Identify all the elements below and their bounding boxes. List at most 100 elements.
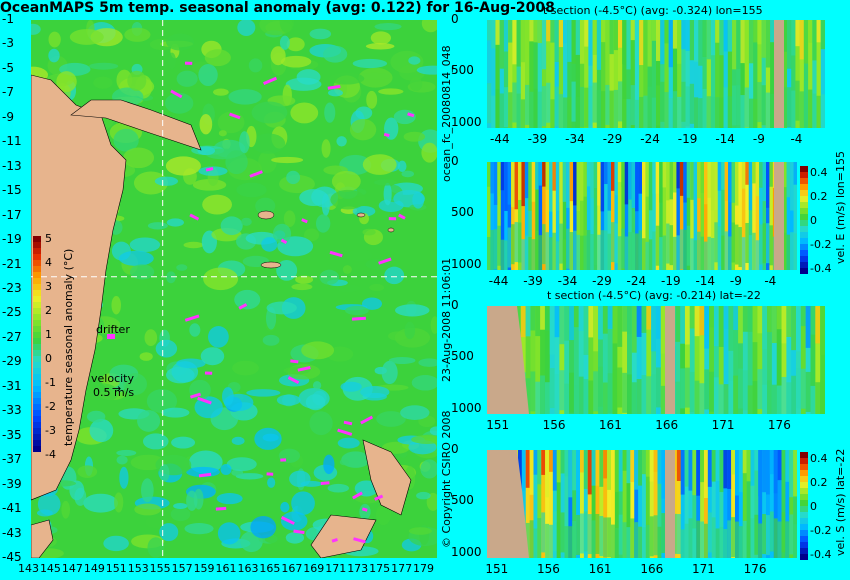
map-lat-tick: -31 (2, 378, 22, 393)
map-lat-tick: -11 (2, 134, 22, 149)
section-x-tick: 176 (743, 562, 767, 576)
map-lat-tick: -1 (2, 12, 14, 26)
map-colorbar-tick: 0 (45, 352, 52, 365)
map-lon-tick: 161 (215, 562, 237, 575)
map-lat-tick: -33 (2, 403, 22, 418)
map-colorbar (33, 236, 41, 452)
section-x-tick: 151 (486, 418, 510, 432)
section-x-tick: -44 (490, 132, 510, 146)
map-lat-tick: -41 (2, 501, 22, 516)
section-y-tick: 0 (451, 12, 459, 26)
section-x-tick: -24 (626, 274, 647, 288)
colorbar-tick: 0.2 (810, 476, 828, 489)
section-x-tick: 161 (588, 562, 612, 576)
section-x-tick: 161 (598, 418, 622, 432)
section-1-plot (487, 20, 825, 128)
section-x-tick: -14 (715, 132, 735, 146)
section-x-tick: 166 (640, 562, 664, 576)
map-lon-tick: 169 (303, 562, 325, 575)
section-3-title: t section (-4.5°C) (avg: -0.214) lat=-22 (547, 289, 761, 302)
section-x-tick: 156 (542, 418, 566, 432)
vel-s-colorbar (800, 452, 808, 560)
section-y-tick: 0 (451, 298, 459, 312)
map-colorbar-tick: -3 (45, 424, 56, 437)
drifter-marker (107, 334, 115, 339)
map-lat-tick: -39 (2, 476, 22, 491)
section-y-tick: 1000 (451, 114, 482, 129)
colorbar-tick: 0.4 (810, 166, 828, 179)
map-lat-tick: -9 (2, 109, 14, 124)
section-x-tick: -29 (592, 274, 612, 288)
map-colorbar-tick: 2 (45, 304, 52, 317)
velocity-value: 0.5 m/s (93, 386, 135, 399)
map-lat-tick: -17 (2, 207, 22, 222)
section-2-plot (487, 162, 797, 270)
copyright-label: © Copyright CSIRO 2008 (440, 410, 453, 548)
map-colorbar-label: temperature seasonal anomaly (°C) (62, 248, 75, 446)
drifter-label: drifter (96, 323, 130, 336)
section-x-tick: -14 (695, 274, 716, 288)
section-x-tick: -29 (602, 132, 623, 146)
map-colorbar-tick: 3 (45, 280, 52, 293)
colorbar-tick: 0 (810, 500, 817, 513)
map-lat-tick: -35 (2, 427, 22, 442)
velocity-label: velocity (91, 372, 134, 385)
section-y-tick: 1000 (451, 544, 482, 559)
map-lat-tick: -27 (2, 329, 22, 344)
section-x-tick: 171 (711, 418, 735, 432)
map-lat-tick: -13 (2, 158, 22, 173)
map-lon-tick: 177 (391, 562, 413, 575)
map-lon-tick: 165 (259, 562, 281, 575)
map-lon-tick: 157 (171, 562, 193, 575)
map-lat-tick: -29 (2, 354, 22, 369)
section-x-tick: 171 (692, 562, 715, 576)
vel-e-colorbar (800, 166, 808, 274)
section-x-tick: 151 (485, 562, 509, 576)
section-y-tick: 1000 (451, 400, 482, 415)
section-x-tick: -44 (488, 274, 509, 288)
map-lat-tick: -37 (2, 452, 22, 467)
velocity-arrow-icon: → (112, 382, 122, 395)
map-lon-tick: 179 (413, 562, 435, 575)
colorbar-tick: -0.4 (810, 548, 832, 561)
section-x-tick: -19 (677, 132, 698, 146)
colorbar-tick: -0.4 (810, 262, 832, 275)
page-title: OceanMAPS 5m temp. seasonal anomaly (avg… (0, 0, 555, 16)
section-x-tick: -34 (557, 274, 578, 288)
section-x-tick: -4 (764, 274, 777, 288)
colorbar-tick: -0.2 (810, 238, 832, 251)
map-lon-tick: 145 (39, 562, 61, 575)
map-colorbar-tick: -1 (45, 376, 56, 389)
section-x-tick: -24 (640, 132, 660, 146)
section-x-tick: -4 (790, 132, 803, 146)
vel-e-colorbar-label: vel. E (m/s) lon=155 (834, 151, 847, 264)
map-lat-tick: -7 (2, 85, 14, 100)
map-lon-tick: 149 (83, 562, 105, 575)
section-y-tick: 500 (451, 349, 474, 364)
section-x-tick: -39 (523, 274, 543, 288)
colorbar-tick: 0 (810, 214, 817, 227)
map-lat-tick: -21 (2, 256, 22, 271)
section-1-title: t section (-4.5°C) (avg: -0.324) lon=155 (543, 4, 763, 17)
map-lon-tick: 163 (237, 562, 259, 575)
section-4-plot (487, 450, 797, 558)
map-lat-tick: -3 (2, 36, 14, 51)
section-y-tick: 0 (451, 442, 459, 456)
section-x-tick: 156 (537, 562, 560, 576)
map-lat-tick: -25 (2, 305, 22, 320)
map-lon-tick: 159 (193, 562, 215, 575)
section-y-tick: 500 (451, 205, 474, 220)
map-colorbar-tick: -4 (45, 448, 56, 461)
map-lat-tick: -5 (2, 60, 14, 75)
map-lon-tick: 151 (105, 562, 127, 575)
map-lon-tick: 171 (325, 562, 347, 575)
map-lon-tick: 167 (281, 562, 303, 575)
colorbar-tick: -0.2 (810, 524, 832, 537)
section-3-plot (487, 306, 825, 414)
map-colorbar-tick: -2 (45, 400, 56, 413)
map-lat-tick: -19 (2, 232, 22, 247)
section-x-tick: -34 (565, 132, 585, 146)
section-x-tick: 176 (767, 418, 791, 432)
map-colorbar-tick: 5 (45, 232, 52, 245)
colorbar-tick: 0.4 (810, 452, 828, 465)
